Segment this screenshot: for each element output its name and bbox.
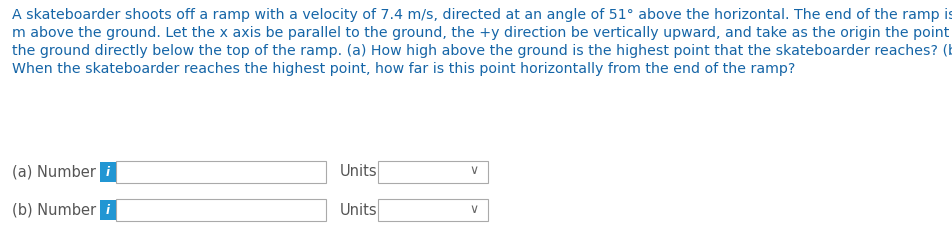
Text: i: i bbox=[106, 165, 110, 179]
Text: ∨: ∨ bbox=[469, 165, 479, 178]
Text: Units: Units bbox=[340, 203, 378, 218]
Text: ∨: ∨ bbox=[469, 203, 479, 215]
FancyBboxPatch shape bbox=[116, 161, 326, 183]
FancyBboxPatch shape bbox=[378, 161, 488, 183]
Text: When the skateboarder reaches the highest point, how far is this point horizonta: When the skateboarder reaches the highes… bbox=[12, 62, 795, 76]
Text: (b) Number: (b) Number bbox=[12, 203, 96, 218]
Text: A skateboarder shoots off a ramp with a velocity of 7.4 m/s, directed at an angl: A skateboarder shoots off a ramp with a … bbox=[12, 8, 952, 22]
Text: i: i bbox=[106, 204, 110, 217]
Text: the ground directly below the top of the ramp. (a) How high above the ground is : the ground directly below the top of the… bbox=[12, 44, 952, 58]
Text: m above the ground. Let the x axis be parallel to the ground, the +y direction b: m above the ground. Let the x axis be pa… bbox=[12, 26, 952, 40]
FancyBboxPatch shape bbox=[378, 199, 488, 221]
FancyBboxPatch shape bbox=[100, 162, 116, 182]
FancyBboxPatch shape bbox=[116, 199, 326, 221]
Text: Units: Units bbox=[340, 165, 378, 180]
FancyBboxPatch shape bbox=[100, 200, 116, 220]
Text: (a) Number: (a) Number bbox=[12, 165, 96, 180]
